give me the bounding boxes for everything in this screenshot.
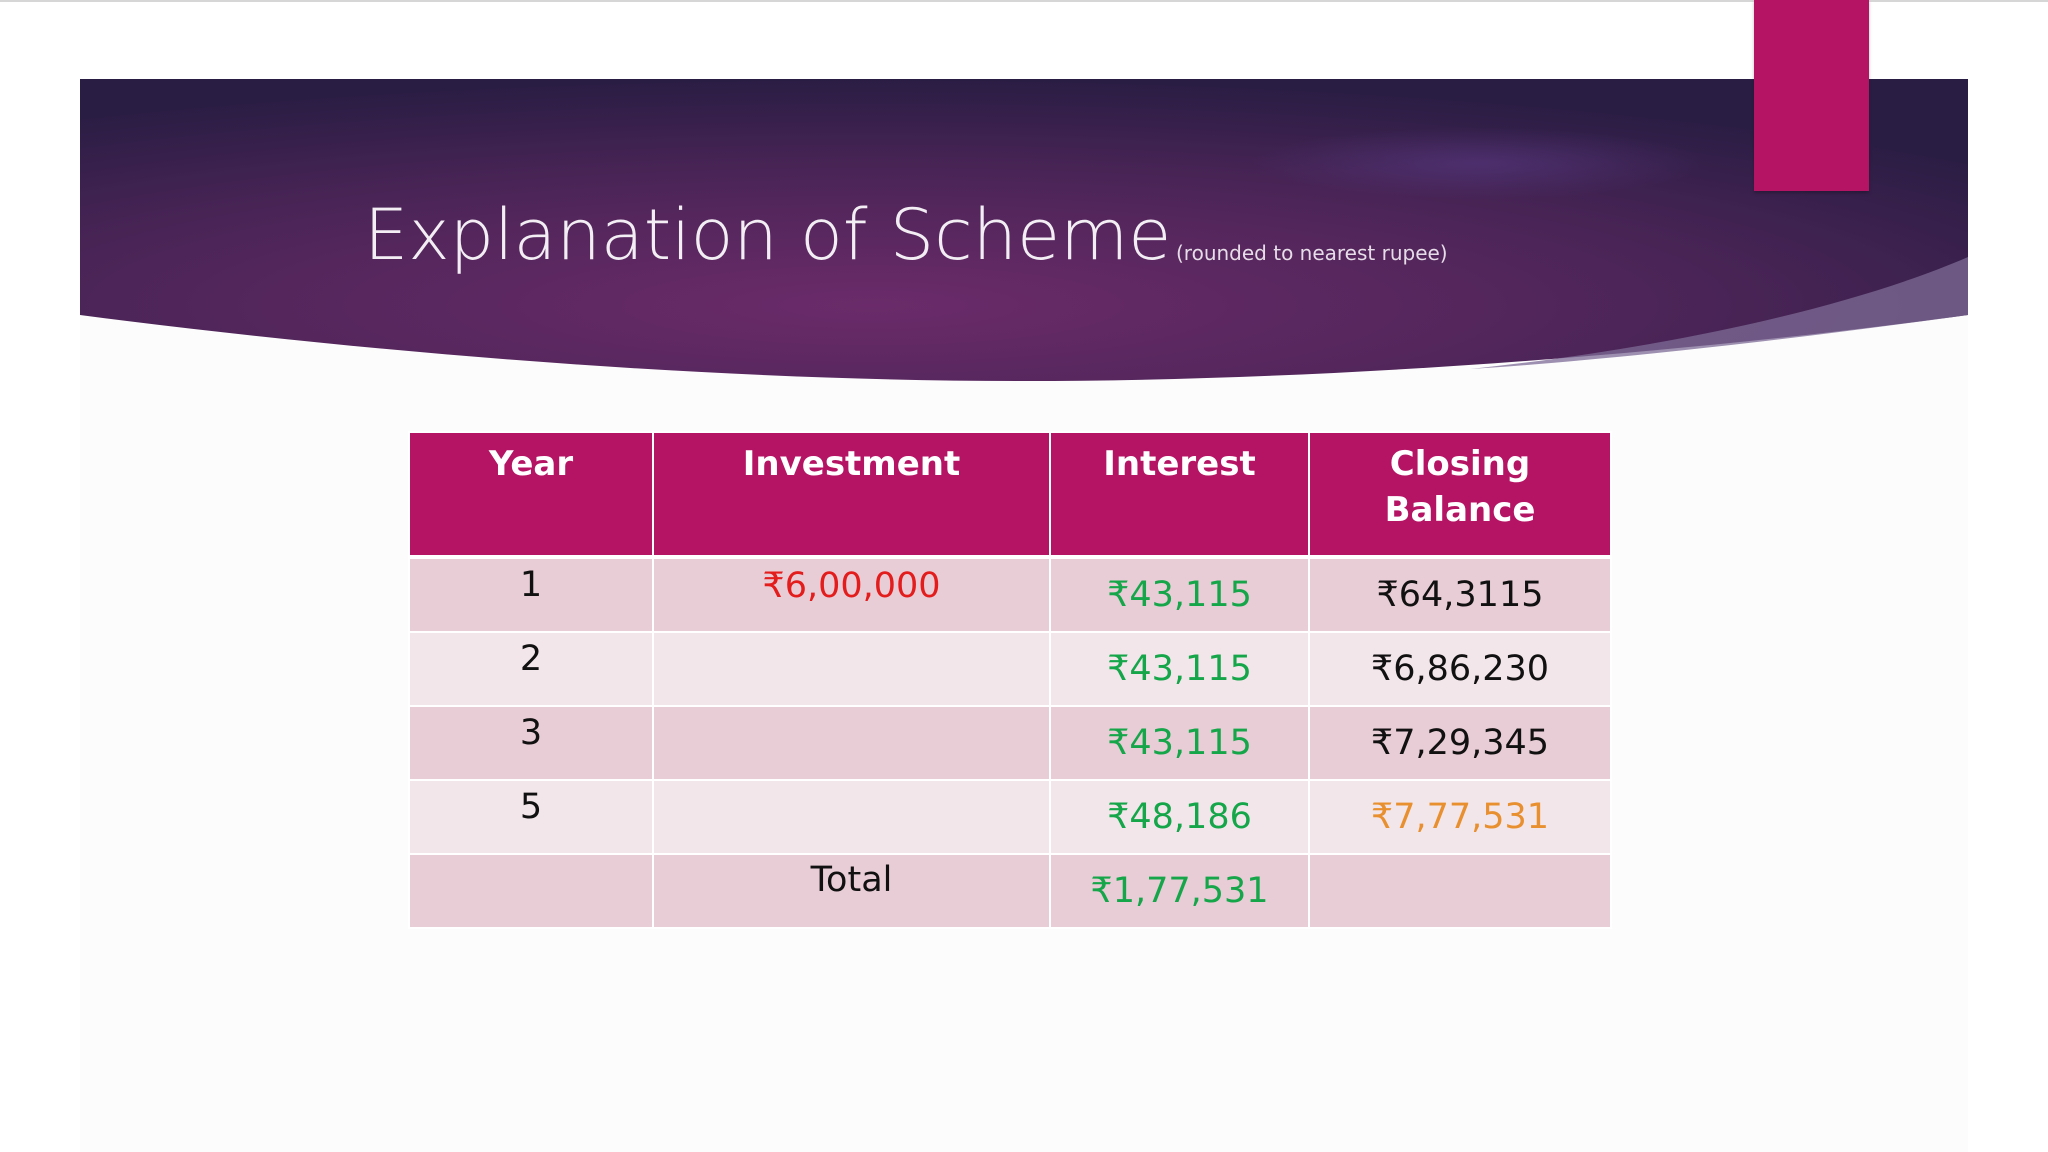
cell-investment: ₹6,00,000	[652, 556, 1051, 633]
table-row: 3 ₹43,115 ₹7,29,345	[408, 705, 1612, 781]
cell-closing-balance: ₹6,86,230	[1308, 631, 1612, 707]
cell-interest: ₹43,115	[1049, 631, 1310, 707]
top-border	[0, 0, 2048, 2]
title-banner	[80, 79, 1968, 383]
table-header-row: Year Investment Interest Closing Balance	[408, 431, 1612, 558]
slide-subtitle: (rounded to nearest rupee)	[1176, 241, 1448, 265]
cell-closing-balance: ₹7,29,345	[1308, 705, 1612, 781]
table-row: 1 ₹6,00,000 ₹43,115 ₹64,3115	[408, 556, 1612, 633]
cell-total-closing-empty	[1308, 853, 1612, 929]
cell-investment	[652, 705, 1051, 781]
cell-investment	[652, 779, 1051, 855]
cell-interest: ₹43,115	[1049, 705, 1310, 781]
cell-interest: ₹48,186	[1049, 779, 1310, 855]
cell-interest: ₹43,115	[1049, 556, 1310, 633]
header-closing-line1: Closing	[1389, 444, 1531, 484]
header-year: Year	[408, 431, 654, 558]
table-row: 5 ₹48,186 ₹7,77,531	[408, 779, 1612, 855]
header-interest: Interest	[1049, 431, 1310, 558]
cell-total-label: Total	[652, 853, 1051, 929]
accent-tab	[1754, 0, 1869, 191]
header-closing-line2: Balance	[1384, 490, 1536, 530]
cell-closing-balance: ₹64,3115	[1308, 556, 1612, 633]
slide-title: Explanation of Scheme	[364, 194, 1172, 276]
cell-investment	[652, 631, 1051, 707]
header-closing-balance: Closing Balance	[1308, 431, 1612, 558]
table-total-row: Total ₹1,77,531	[408, 853, 1612, 929]
cell-total-interest: ₹1,77,531	[1049, 853, 1310, 929]
cell-year: 5	[408, 779, 654, 855]
cell-closing-balance: ₹7,77,531	[1308, 779, 1612, 855]
scheme-table: Year Investment Interest Closing Balance…	[408, 431, 1612, 929]
table-row: 2 ₹43,115 ₹6,86,230	[408, 631, 1612, 707]
cell-year: 1	[408, 556, 654, 633]
cell-year: 3	[408, 705, 654, 781]
cell-total-empty	[408, 853, 654, 929]
header-investment: Investment	[652, 431, 1051, 558]
cell-year: 2	[408, 631, 654, 707]
scheme-table-container: Year Investment Interest Closing Balance…	[408, 431, 1612, 929]
